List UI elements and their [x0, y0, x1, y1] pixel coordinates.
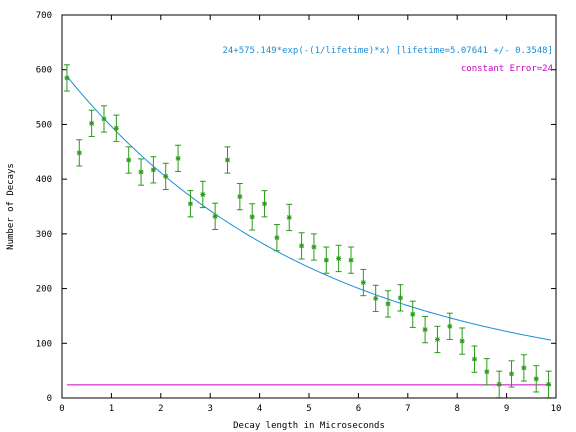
- data-point: [236, 183, 243, 211]
- data-point: [372, 284, 379, 313]
- data-point: [138, 158, 145, 186]
- y-tick-label: 0: [47, 394, 52, 404]
- y-axis: 0 100 200 300 400 500 600 700: [36, 11, 556, 404]
- y-tick-label: 400: [36, 175, 52, 185]
- y-tick-label: 300: [36, 230, 52, 240]
- data-point: [347, 246, 354, 274]
- fit-curve-line: [66, 76, 552, 341]
- x-axis: 0 1 2 3 4 5 6 7 8 9 10: [59, 15, 561, 414]
- data-point: [422, 315, 429, 344]
- data-point: [286, 203, 293, 232]
- data-point: [175, 144, 182, 172]
- data-point: [249, 203, 256, 231]
- data-point: [545, 370, 552, 398]
- data-point: [187, 190, 194, 218]
- x-tick-label: 9: [504, 404, 509, 414]
- data-point: [261, 190, 268, 218]
- x-tick-label: 2: [158, 404, 163, 414]
- data-point: [471, 345, 478, 373]
- data-point: [310, 233, 317, 261]
- x-tick-label: 6: [356, 404, 361, 414]
- y-axis-label: Number of Decays: [6, 163, 16, 250]
- data-point: [212, 202, 219, 230]
- y-tick-label: 600: [36, 66, 52, 76]
- x-tick-label: 8: [454, 404, 459, 414]
- data-point: [113, 114, 120, 142]
- data-point: [323, 246, 330, 274]
- y-tick-label: 200: [36, 285, 52, 295]
- data-point: [298, 232, 305, 260]
- x-tick-label: 5: [306, 404, 311, 414]
- data-point: [199, 180, 206, 209]
- data-point: [533, 365, 540, 393]
- data-point: [162, 162, 169, 191]
- x-tick-label: 7: [405, 404, 410, 414]
- data-point: [273, 224, 280, 252]
- data-point: [63, 64, 70, 92]
- data-point: [360, 268, 367, 297]
- data-point: [496, 370, 503, 398]
- data-point: [224, 146, 231, 174]
- x-tick-label: 10: [551, 404, 562, 414]
- data-point: [385, 290, 392, 318]
- y-tick-label: 700: [36, 11, 52, 21]
- data-point: [150, 156, 157, 184]
- x-tick-label: 0: [59, 404, 64, 414]
- legend-fit-label: 24+575.149*exp(-(1/lifetime)*x) [lifetim…: [222, 46, 553, 56]
- y-tick-label: 500: [36, 120, 52, 130]
- data-points-group: [63, 64, 552, 398]
- data-point: [434, 325, 441, 354]
- data-point: [459, 327, 466, 355]
- y-tick-label: 100: [36, 339, 52, 349]
- data-point: [88, 109, 95, 137]
- data-point: [508, 360, 515, 388]
- data-point: [100, 105, 107, 133]
- x-axis-label: Decay length in Microseconds: [233, 421, 385, 431]
- data-point: [520, 354, 527, 382]
- data-point: [125, 146, 132, 174]
- fit-curve-group: [66, 76, 552, 341]
- data-point: [483, 358, 490, 386]
- data-point: [76, 139, 83, 167]
- x-tick-label: 3: [207, 404, 212, 414]
- data-point: [397, 284, 404, 312]
- legend-constant-label: constant Error=24: [461, 64, 553, 74]
- data-point: [335, 244, 342, 273]
- data-point: [446, 312, 453, 340]
- data-point: [409, 300, 416, 328]
- x-tick-label: 1: [109, 404, 114, 414]
- x-tick-label: 4: [257, 404, 262, 414]
